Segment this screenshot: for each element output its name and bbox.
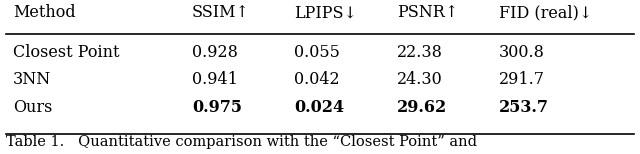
Text: 291.7: 291.7 [499, 71, 545, 88]
Text: 0.941: 0.941 [192, 71, 238, 88]
Text: 0.024: 0.024 [294, 99, 344, 116]
Text: 24.30: 24.30 [397, 71, 442, 88]
Text: FID (real)↓: FID (real)↓ [499, 4, 593, 21]
Text: PSNR↑: PSNR↑ [397, 4, 458, 21]
Text: Table 1.   Quantitative comparison with the “Closest Point” and: Table 1. Quantitative comparison with th… [6, 135, 477, 149]
Text: 29.62: 29.62 [397, 99, 447, 116]
Text: 300.8: 300.8 [499, 44, 545, 61]
Text: Ours: Ours [13, 99, 52, 116]
Text: 0.975: 0.975 [192, 99, 242, 116]
Text: 22.38: 22.38 [397, 44, 443, 61]
Text: 0.928: 0.928 [192, 44, 238, 61]
Text: Closest Point: Closest Point [13, 44, 119, 61]
Text: LPIPS↓: LPIPS↓ [294, 4, 357, 21]
Text: SSIM↑: SSIM↑ [192, 4, 250, 21]
Text: 3NN: 3NN [13, 71, 51, 88]
Text: 253.7: 253.7 [499, 99, 549, 116]
Text: Method: Method [13, 4, 76, 21]
Text: 0.055: 0.055 [294, 44, 340, 61]
Text: 0.042: 0.042 [294, 71, 340, 88]
